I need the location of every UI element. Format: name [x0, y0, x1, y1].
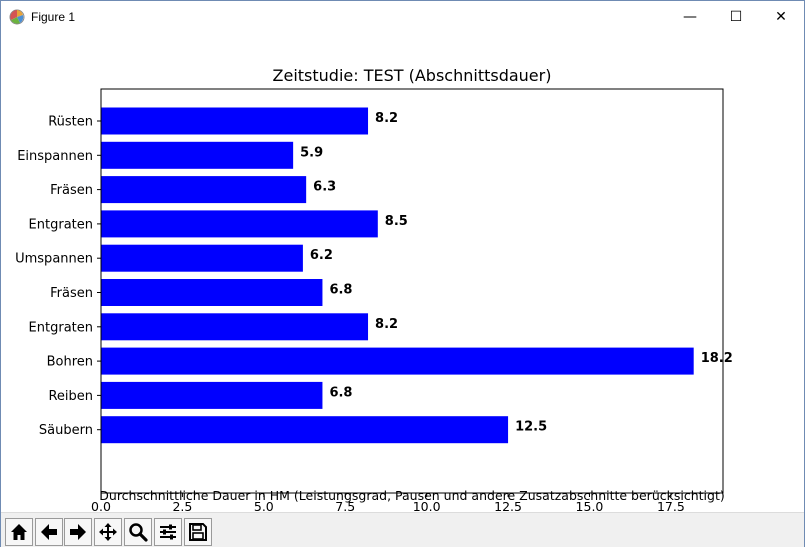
value-label: 8.2 — [375, 111, 398, 126]
matplotlib-icon — [9, 9, 25, 25]
configure-subplots-button[interactable] — [154, 518, 182, 546]
maximize-button[interactable]: ☐ — [713, 1, 759, 33]
axes-frame — [100, 88, 724, 494]
value-labels: 8.2 5.9 6.3 8.5 6.2 6.8 8.2 18.2 6.8 12.5 — [300, 111, 733, 435]
home-icon — [11, 524, 27, 540]
back-button[interactable] — [35, 518, 63, 546]
y-tick-label: Reiben — [48, 389, 93, 404]
y-tick-label: Fräsen — [50, 286, 93, 301]
title-bar[interactable]: Figure 1 — ☐ ✕ — [1, 1, 804, 33]
value-label: 6.8 — [329, 385, 352, 400]
pan-button[interactable] — [94, 518, 122, 546]
x-tick-label: 15.0 — [576, 499, 604, 512]
sliders-icon — [160, 524, 176, 540]
x-ticks: 0.0 2.5 5.0 7.5 10.0 12.5 15.0 17.5 — [91, 493, 685, 514]
bar — [101, 210, 378, 238]
window-title: Figure 1 — [31, 10, 76, 24]
x-tick-label: 17.5 — [657, 499, 685, 512]
bar — [101, 347, 694, 375]
bar-chart: Zeitstudie: TEST (Abschnittsdauer) Rüste… — [15, 66, 733, 514]
x-tick-label: 2.5 — [172, 499, 192, 512]
bar — [101, 176, 307, 204]
y-tick-label: Entgraten — [29, 320, 93, 335]
value-label: 5.9 — [300, 145, 323, 160]
save-disk-icon — [189, 523, 207, 541]
x-tick-label: 10.0 — [413, 499, 441, 512]
value-label: 8.2 — [375, 317, 398, 332]
y-tick-label: Säubern — [39, 423, 93, 438]
zoom-magnifier-icon — [129, 523, 148, 542]
forward-button[interactable] — [64, 518, 92, 546]
chart-title: Zeitstudie: TEST (Abschnittsdauer) — [273, 66, 552, 85]
close-button[interactable]: ✕ — [758, 1, 804, 33]
value-label: 6.2 — [310, 248, 333, 263]
y-tick-label: Entgraten — [29, 217, 93, 232]
x-tick-label: 7.5 — [335, 499, 355, 512]
bar — [101, 141, 294, 169]
figure-canvas[interactable]: Zeitstudie: TEST (Abschnittsdauer) Rüste… — [1, 33, 804, 514]
y-tick-labels: Rüsten Einspannen Fräsen Entgraten Umspannen… — [15, 115, 101, 438]
save-button[interactable] — [184, 518, 212, 546]
pan-move-icon — [99, 523, 117, 541]
y-tick-label: Rüsten — [48, 115, 93, 130]
zoom-button[interactable] — [124, 518, 152, 546]
value-label: 6.8 — [329, 283, 352, 298]
value-label: 12.5 — [515, 420, 547, 435]
bar — [101, 107, 369, 135]
bars-group — [101, 107, 694, 444]
bar — [101, 279, 323, 306]
value-label: 8.5 — [385, 214, 408, 229]
forward-arrow-icon — [70, 524, 86, 540]
x-tick-label: 5.0 — [254, 499, 274, 512]
y-tick-label: Bohren — [47, 355, 93, 370]
back-arrow-icon — [41, 524, 57, 540]
home-button[interactable] — [5, 518, 33, 546]
navigation-toolbar — [1, 512, 804, 547]
x-tick-label: 12.5 — [494, 499, 522, 512]
y-tick-label: Umspannen — [15, 252, 93, 267]
value-label: 18.2 — [701, 351, 733, 366]
bar — [101, 313, 369, 341]
maximize-icon: ☐ — [729, 9, 743, 25]
minimize-icon: — — [683, 9, 697, 25]
bar — [101, 244, 303, 272]
bar — [101, 416, 509, 444]
minimize-button[interactable]: — — [667, 1, 713, 33]
value-label: 6.3 — [313, 180, 336, 195]
x-tick-label: 0.0 — [91, 499, 111, 512]
y-tick-label: Einspannen — [17, 149, 93, 164]
x-axis-label: Durchschnittliche Dauer in HM (Leistungs… — [99, 488, 724, 503]
bar — [101, 381, 323, 409]
y-tick-label: Fräsen — [50, 183, 93, 198]
close-icon: ✕ — [775, 9, 787, 25]
